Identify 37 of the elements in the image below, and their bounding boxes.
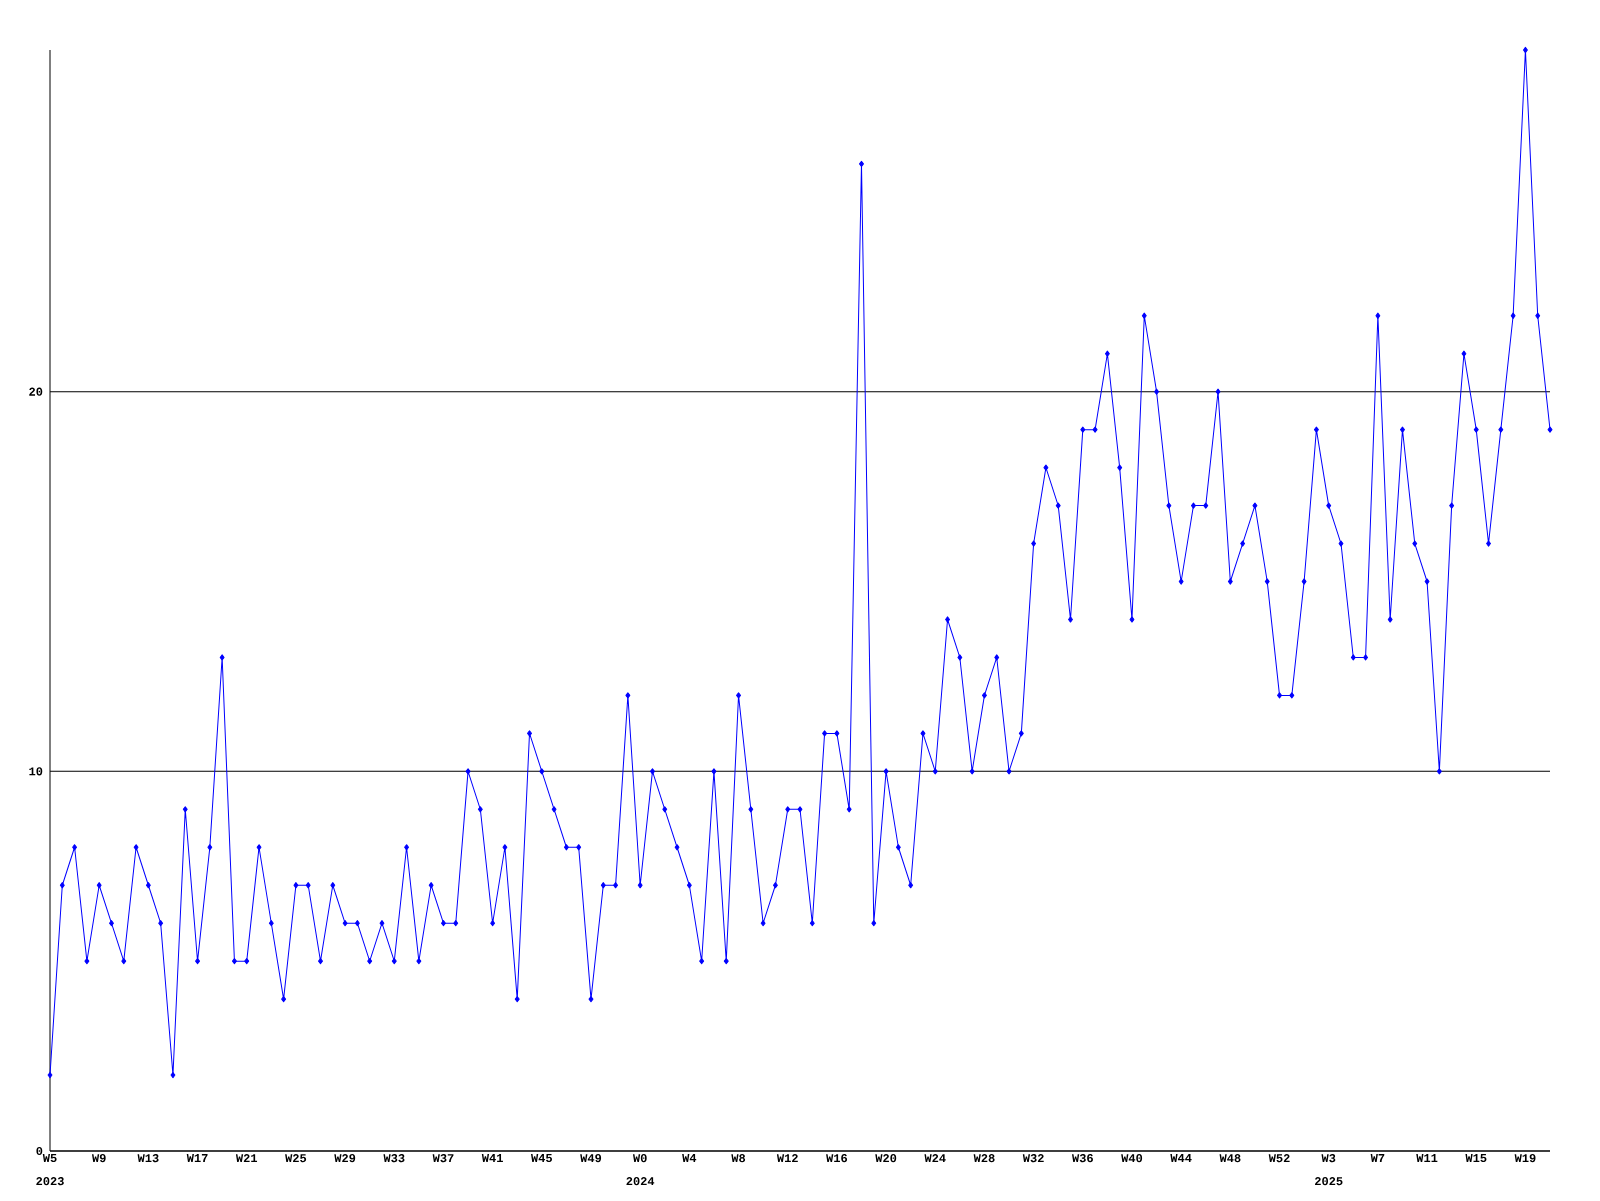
text: 2025: [1315, 1177, 1343, 1186]
x-tick-label: W37: [432, 1154, 454, 1163]
x-tick-label: W36: [1072, 1154, 1093, 1163]
x-tick-label: W7: [1370, 1154, 1385, 1162]
x-tick-label: W19: [1514, 1154, 1536, 1163]
x-tick-label: W5: [42, 1154, 57, 1163]
x-tick-label: W17: [186, 1154, 208, 1162]
text: 2023: [36, 1177, 64, 1186]
x-tick-label: W28: [973, 1154, 995, 1163]
x-tick-label: W40: [1121, 1154, 1143, 1163]
y-tick-label: 0: [36, 1146, 43, 1156]
x-tick-label: W11: [1416, 1154, 1438, 1162]
x-tick-label: W4: [682, 1154, 697, 1162]
x-tick-label: W29: [334, 1154, 356, 1163]
text: 2024: [626, 1177, 655, 1186]
x-tick-label: W24: [924, 1154, 946, 1163]
x-tick-label: W44: [1170, 1154, 1192, 1162]
x-tick-label: W3: [1321, 1154, 1336, 1163]
x-tick-label: W20: [875, 1154, 897, 1163]
x-tick-label: W52: [1268, 1154, 1290, 1163]
x-tick-label: W8: [731, 1154, 746, 1163]
y-tick-label: 10: [29, 767, 43, 776]
x-tick-label: W25: [285, 1154, 307, 1163]
x-tick-label: W0: [632, 1154, 647, 1163]
x-tick-label: W49: [580, 1154, 602, 1163]
x-tick-label: W15: [1465, 1154, 1487, 1163]
x-tick-label: W33: [383, 1154, 405, 1163]
x-tick-label: W13: [137, 1154, 159, 1163]
x-tick-label: W9: [91, 1154, 106, 1163]
y-tick-label: 20: [29, 387, 43, 396]
x-tick-label: W21: [235, 1154, 258, 1163]
x-tick-label: W16: [826, 1154, 848, 1163]
x-tick-label: W32: [1022, 1154, 1044, 1163]
x-tick-label: W12: [776, 1154, 798, 1163]
x-tick-label: W41: [481, 1154, 503, 1162]
x-tick-label: W48: [1219, 1154, 1241, 1163]
x-tick-label: W45: [531, 1154, 552, 1163]
